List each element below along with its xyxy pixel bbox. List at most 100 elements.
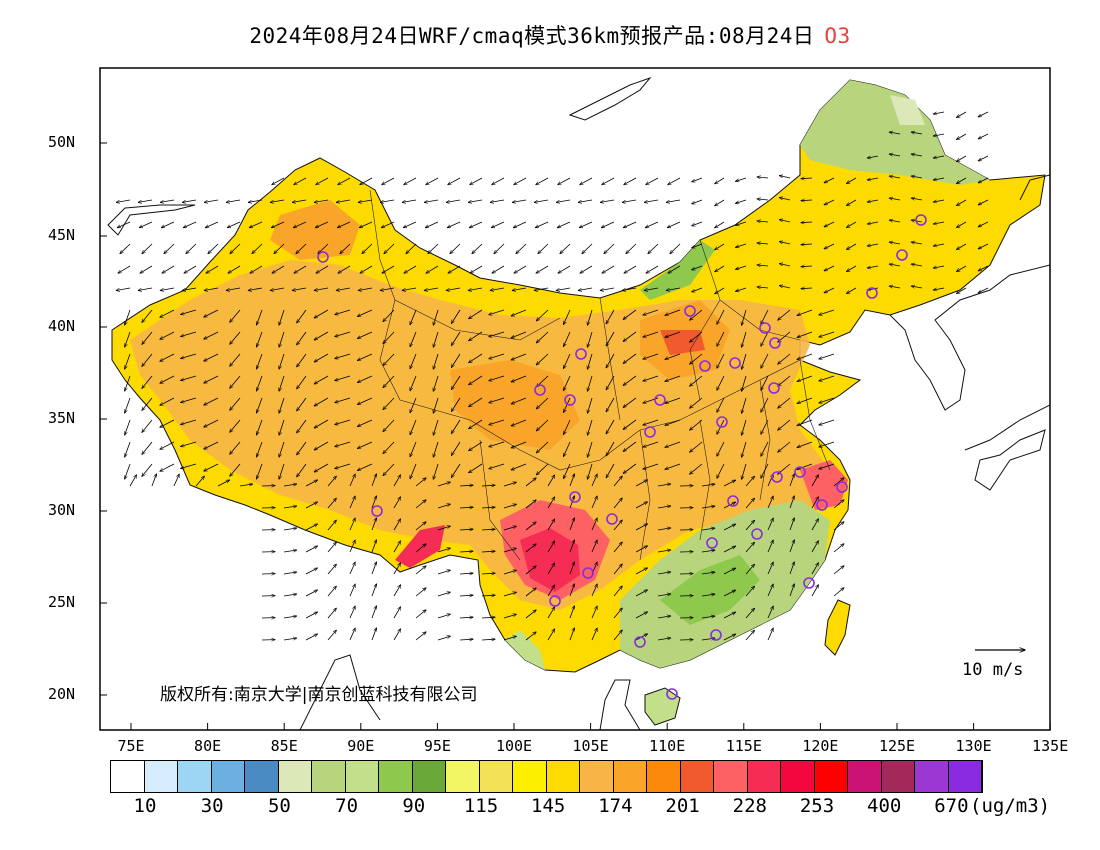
wind-arrow [745,630,755,641]
wind-arrow [666,199,681,202]
wind-arrow [889,220,901,222]
wind-arrow [437,548,450,553]
lat-label: 30N [48,501,76,519]
wind-arrow [613,608,622,619]
wind-arrow [957,287,967,294]
wind-arrow [667,221,681,228]
wind-arrow [327,520,336,531]
wind-arrow [889,132,901,134]
wind-arrow [643,309,659,315]
wind-arrow [767,606,773,619]
hainan-island [644,687,681,726]
colorbar-swatch [513,761,547,792]
wind-arrow [410,331,417,347]
colorbar-swatch [915,761,949,792]
wind-arrow [690,463,703,474]
wind-arrow [525,478,536,487]
wind-arrow [335,397,351,403]
wind-arrow [847,221,857,228]
station-marker [771,471,783,483]
wind-arrow [933,288,945,290]
wind-arrow [761,419,769,434]
wind-arrow [742,353,747,369]
wind-arrow [384,243,395,254]
wind-arrow [257,463,263,479]
ozone-red-yangtze [800,460,848,510]
wind-arrow [433,375,439,391]
wind-arrow [779,220,791,223]
wind-arrow [283,506,297,509]
station-marker [751,528,763,540]
wind-arrow [181,419,197,425]
wind-arrow [613,586,622,597]
wind-arrow [371,562,377,575]
wind-arrow [402,287,417,291]
wind-arrow [481,529,495,530]
wind-arrow [357,353,373,361]
wind-arrow [469,463,483,473]
lon-label: 100E [495,737,533,755]
wind-arrow [690,419,703,430]
colorbar-label: 400 [867,795,902,817]
wind-arrow [451,397,461,412]
wind-arrow [142,375,153,388]
wind-arrow [186,243,197,254]
wind-arrow [327,564,336,575]
wind-arrow [160,375,175,383]
wind-arrow [657,594,671,597]
wind-arrow [717,331,725,346]
wind-arrow [503,504,516,509]
wind-arrow [305,502,318,509]
wind-arrow [525,632,536,641]
wind-arrow [248,199,263,202]
wind-arrow [314,287,329,291]
wind-arrow [481,573,495,574]
wind-arrow [118,265,131,273]
colorbar-swatch [680,761,714,792]
wind-arrow [459,551,473,552]
wind-arrow [723,568,736,575]
wind-arrow [665,441,681,447]
wind-arrow [715,177,725,184]
wind-arrow [847,287,857,294]
wind-arrow [451,309,461,324]
wind-arrow [723,612,736,619]
wind-arrow [305,634,318,641]
wind-arrow [503,570,516,575]
wind-arrow [208,243,219,254]
wind-arrow [160,353,175,361]
wind-arrow [437,526,450,531]
wind-arrow [789,562,794,575]
species-label: O3 [824,24,851,48]
wind-arrow [867,200,879,202]
wind-arrow [601,221,615,228]
wind-arrow [665,309,681,315]
wind-arrow [481,485,495,486]
wind-arrow [801,222,813,223]
wind-arrow [117,221,131,228]
colorbar-swatch [479,761,513,792]
wind-arrow [646,265,659,273]
wind-arrow [160,287,175,291]
wind-arrow [469,309,483,319]
wind-arrow [602,177,615,185]
wind-arrow [116,199,131,202]
wind-arrow [437,504,450,509]
station-marker [606,513,618,525]
wind-arrow [125,397,131,413]
wind-arrow [160,199,175,202]
wind-arrow [801,200,813,201]
wind-arrow [779,264,791,267]
colorbar-label: 174 [598,795,633,817]
wind-arrow [789,584,794,597]
ozone-green-yunnan [505,630,545,670]
wind-arrow [335,463,351,469]
map-frame [99,67,1051,731]
colorbar-swatch [814,761,848,792]
station-marker [575,348,587,360]
wind-arrow [415,632,426,641]
wind-arrow [606,463,615,478]
wind-arrow [383,463,395,476]
wind-arrow [469,331,483,341]
wind-arrow [489,397,505,403]
